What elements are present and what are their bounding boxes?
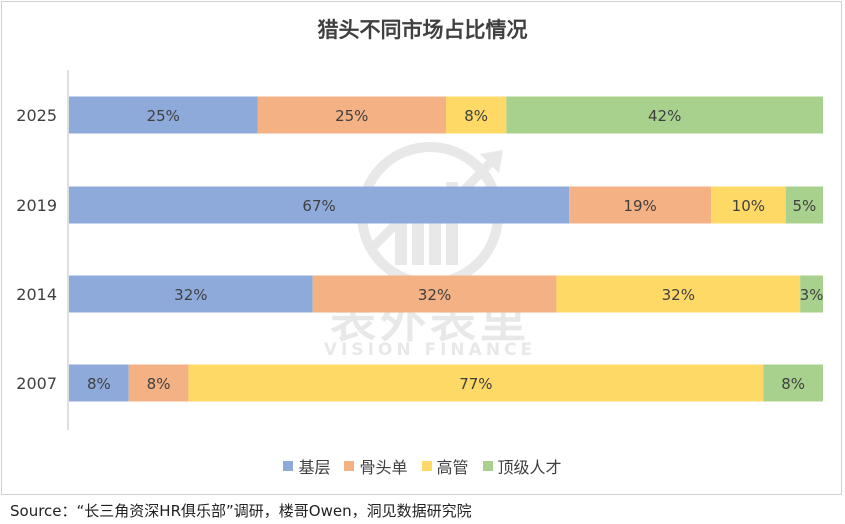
- bar-segment: [188, 364, 764, 402]
- bar-segment: [69, 186, 570, 224]
- data-label: 25%: [147, 107, 180, 125]
- bar-segment: [69, 275, 313, 313]
- bar-segment: [69, 364, 129, 402]
- legend-item: 顶级人才: [465, 454, 562, 478]
- data-label: 32%: [174, 286, 207, 304]
- legend-swatch: [482, 461, 493, 471]
- bar-segment: [312, 275, 557, 313]
- y-tick-label: 2025: [16, 106, 57, 125]
- bar-segment: [556, 275, 801, 313]
- legend-item: 高管: [404, 454, 469, 478]
- data-label: 67%: [302, 197, 335, 215]
- y-tick-label: 2019: [16, 196, 57, 215]
- data-label: 32%: [418, 286, 451, 304]
- data-label: 32%: [662, 286, 695, 304]
- bar-segment: [711, 186, 786, 224]
- y-tick-label: 2007: [16, 374, 57, 393]
- data-label: 8%: [781, 375, 805, 393]
- data-label: 25%: [335, 107, 368, 125]
- data-label: 8%: [147, 375, 171, 393]
- legend-item: 骨头单: [326, 454, 408, 478]
- chart-frame: [1, 1, 842, 495]
- data-label: 42%: [648, 107, 681, 125]
- bar-segment: [763, 364, 823, 402]
- y-tick-label: 2014: [16, 285, 57, 304]
- chart-plot: 2025 25% 25% 8% 42% 2019 67% 19% 10% 5% 2014 32% 32%…: [16, 70, 824, 430]
- data-label: 19%: [623, 197, 656, 215]
- chart-title: 猎头不同市场占比情况: [317, 18, 528, 42]
- bar-segment: [506, 96, 823, 134]
- bar-segment: [785, 186, 823, 224]
- bar-segment: [69, 96, 258, 134]
- data-label: 10%: [732, 197, 765, 215]
- data-label: 8%: [464, 107, 488, 125]
- legend-label: 骨头单: [359, 458, 408, 477]
- legend-swatch: [283, 461, 294, 471]
- legend-label: 基层: [298, 458, 331, 477]
- legend-item: 基层: [265, 454, 330, 478]
- legend-swatch: [344, 461, 355, 471]
- data-label: 3%: [800, 286, 824, 304]
- bar-segment: [128, 364, 189, 402]
- data-label: 8%: [87, 375, 111, 393]
- source-note: Source：“长三角资深HR俱乐部”调研，楼哥Owen，洞见数据研究院: [10, 502, 472, 520]
- bar-segment: [257, 96, 446, 134]
- bar-segment: [800, 275, 823, 313]
- legend-label: 顶级人才: [497, 458, 562, 477]
- bar-segment: [569, 186, 712, 224]
- data-label: 77%: [459, 375, 492, 393]
- legend-swatch: [421, 461, 432, 471]
- chart-legend: 基层 骨头单 高管 顶级人才: [0, 454, 845, 478]
- bar-segment: [446, 96, 507, 134]
- legend-label: 高管: [436, 458, 469, 477]
- data-label: 5%: [792, 197, 816, 215]
